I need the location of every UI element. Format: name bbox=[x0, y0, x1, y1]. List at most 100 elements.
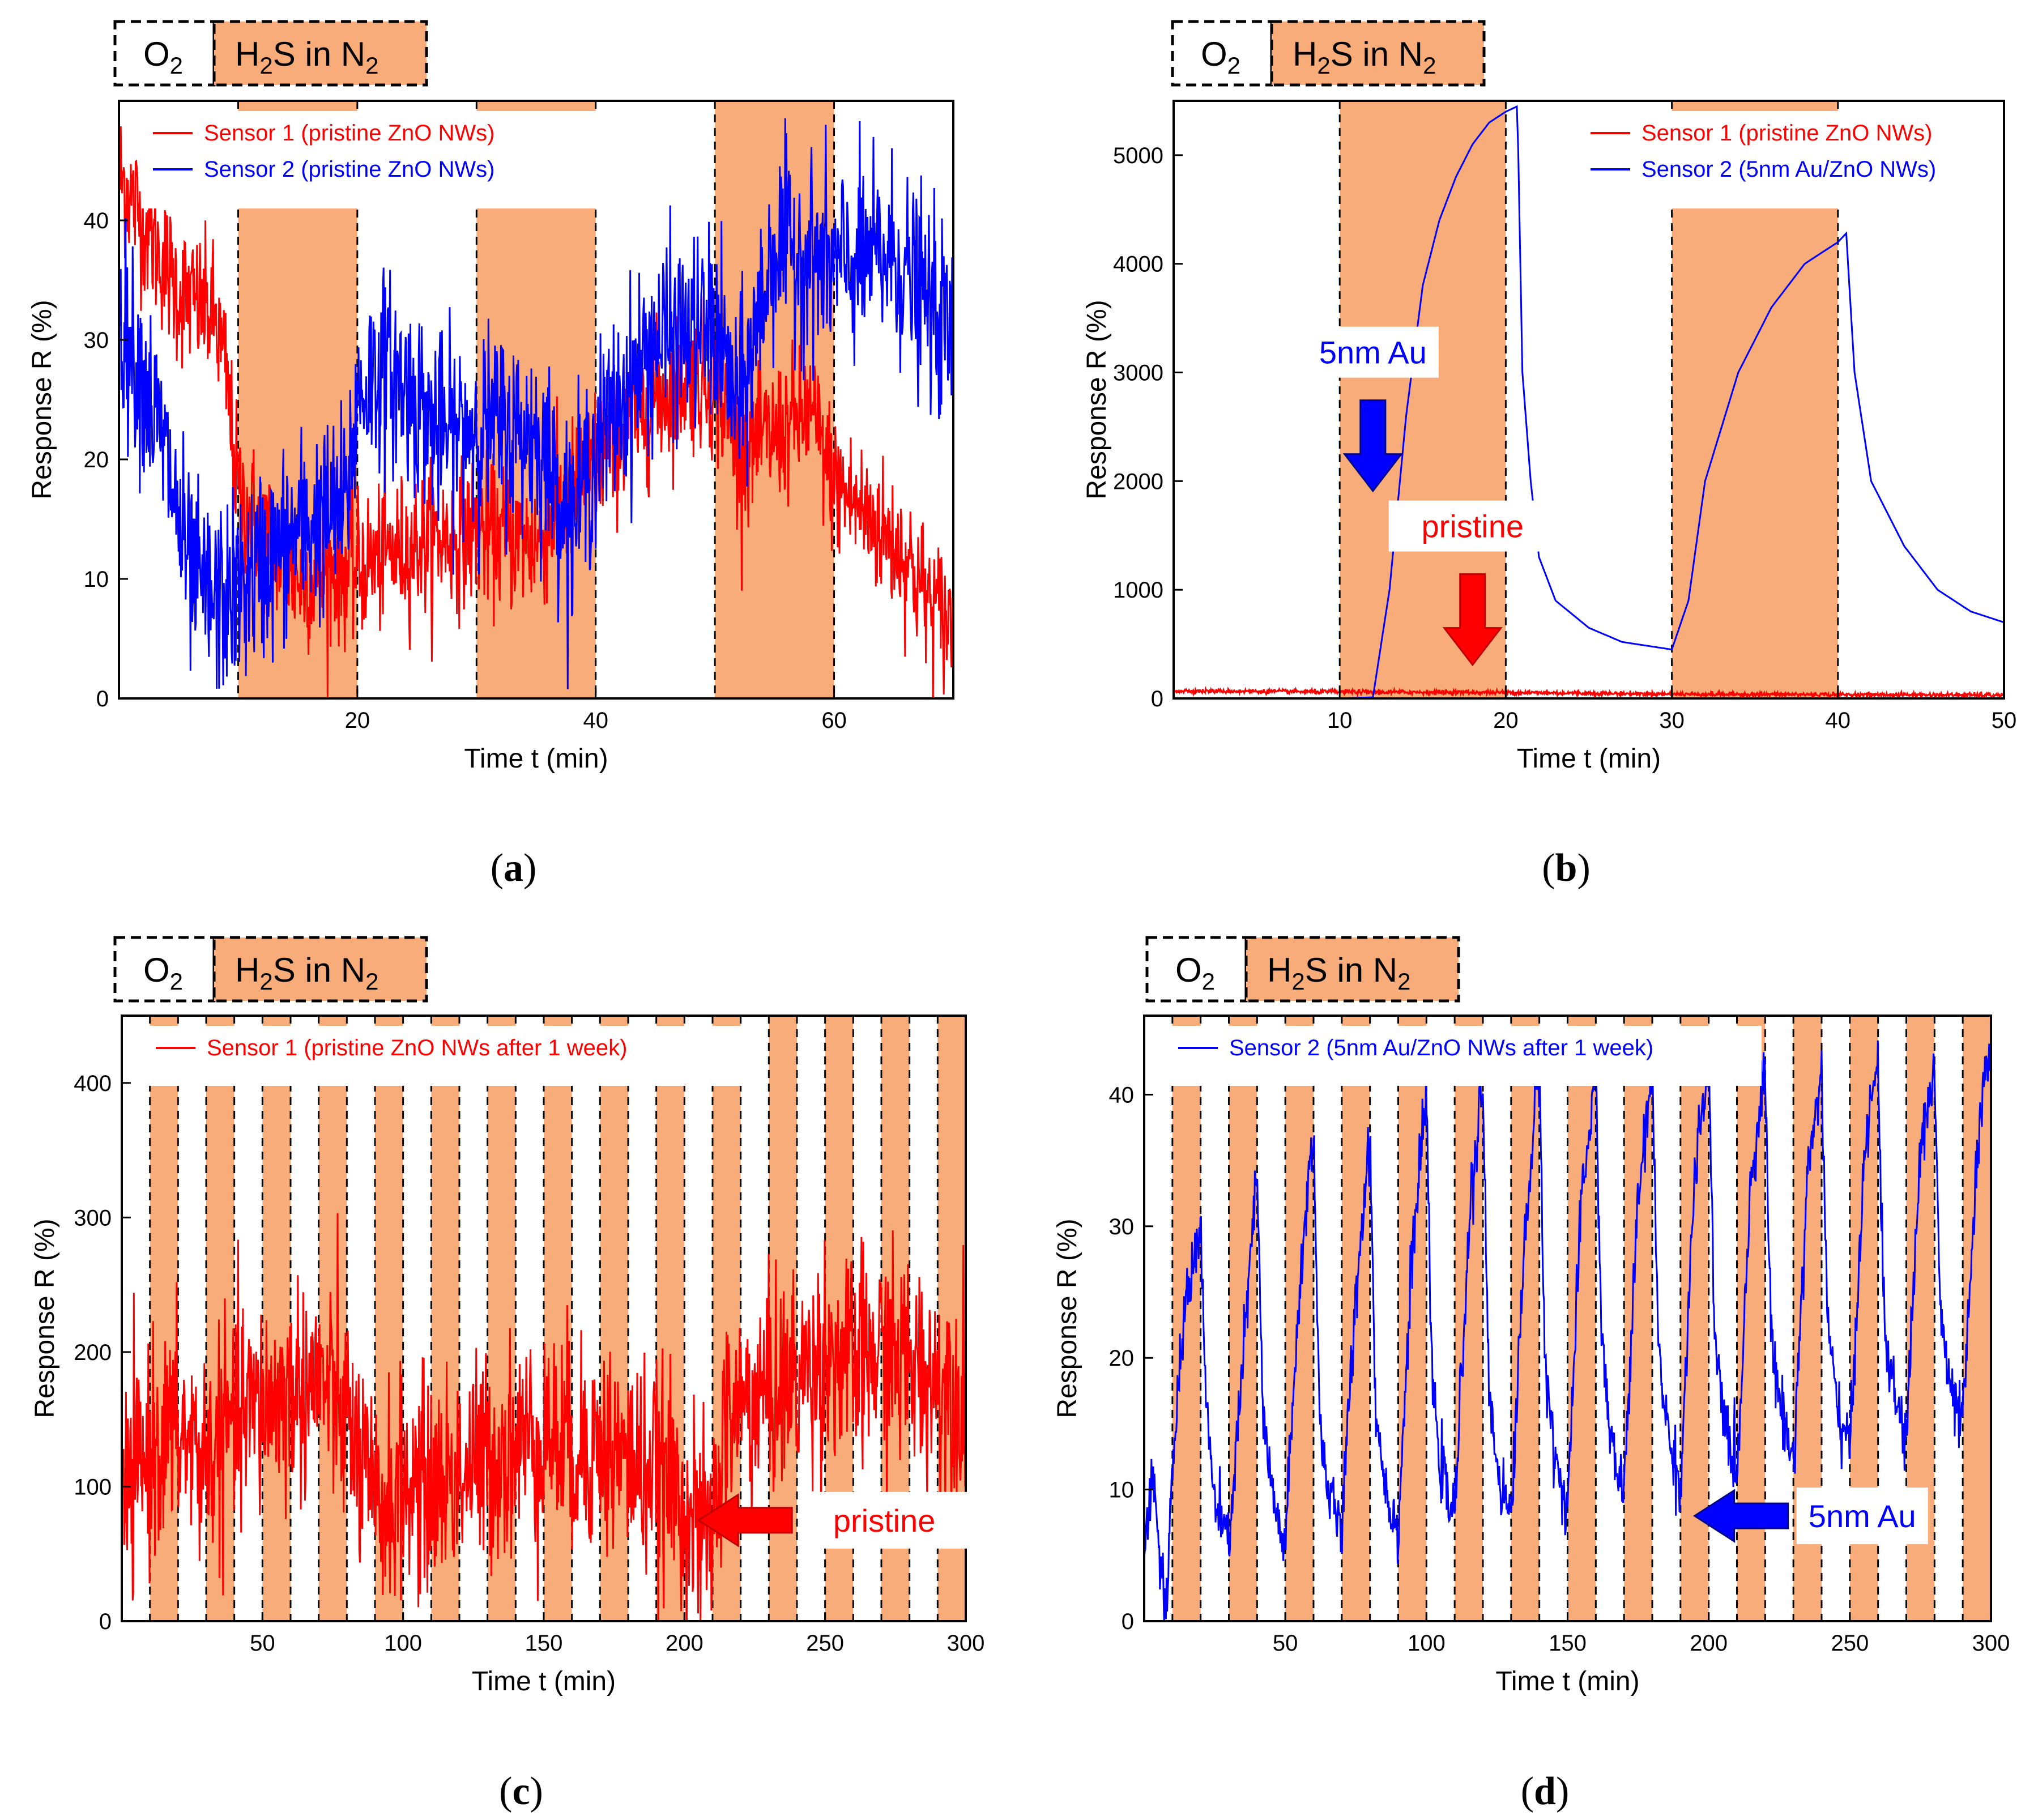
y-axis-label: Response R (%) bbox=[1082, 300, 1112, 499]
x-tick-label: 300 bbox=[1972, 1631, 2010, 1656]
h2s-key-label: H2S in N2 bbox=[1267, 951, 1410, 995]
y-tick-label: 40 bbox=[1109, 1082, 1135, 1107]
annotation-label-box bbox=[1388, 500, 1557, 552]
o2-key-box bbox=[113, 20, 216, 87]
y-tick-label: 1000 bbox=[1113, 578, 1163, 603]
x-tick-label: 10 bbox=[1327, 708, 1353, 733]
legend-entry: Sensor 1 (pristine ZnO NWs after 1 week) bbox=[207, 1035, 627, 1060]
x-tick-label: 100 bbox=[384, 1631, 422, 1656]
h2s-key-subscript: 2 bbox=[259, 968, 272, 995]
annotation-label: 5nm Au bbox=[1809, 1498, 1916, 1534]
y-tick-label: 30 bbox=[1109, 1214, 1135, 1239]
x-tick-label: 150 bbox=[1549, 1631, 1587, 1656]
h2s-key-box bbox=[1244, 936, 1460, 1003]
x-tick-label: 50 bbox=[1992, 708, 2017, 733]
o2-key-subscript: 2 bbox=[1227, 52, 1240, 79]
plot-frame bbox=[1172, 100, 2005, 700]
y-tick-label: 30 bbox=[84, 328, 109, 353]
series-group bbox=[119, 118, 953, 698]
y-axis-label: Response R (%) bbox=[1052, 1218, 1082, 1418]
x-tick-label: 60 bbox=[821, 708, 847, 733]
y-tick-label: 40 bbox=[84, 208, 109, 233]
x-tick-label: 20 bbox=[1493, 708, 1519, 733]
series-line bbox=[1144, 1032, 1991, 1621]
h2s-key-part: H bbox=[1293, 35, 1317, 73]
caption-letter: b bbox=[1555, 846, 1577, 890]
h2s-key-label: H2S in N2 bbox=[1293, 35, 1436, 79]
y-tick-label: 4000 bbox=[1113, 252, 1163, 277]
x-tick-label: 40 bbox=[583, 708, 608, 733]
panel-caption: (c) bbox=[499, 1770, 543, 1813]
y-tick-label: 3000 bbox=[1113, 361, 1163, 386]
y-tick-label: 5000 bbox=[1113, 143, 1163, 168]
legend-box bbox=[142, 111, 629, 208]
legend-entry: Sensor 2 (pristine ZnO NWs) bbox=[204, 157, 494, 182]
y-tick-label: 20 bbox=[84, 447, 109, 472]
h2s-key-subscript: 2 bbox=[1291, 968, 1304, 995]
annotation-arrow bbox=[697, 1493, 793, 1548]
panel-b: 10 20 30 40 50 0 1000 2000 3000 4000 5000 Time t (m… bbox=[1082, 20, 2017, 890]
annotation-label: pristine bbox=[1421, 509, 1524, 544]
series-line bbox=[119, 118, 953, 689]
x-tick-label: 40 bbox=[1826, 708, 1851, 733]
x-axis-label: Time t (min) bbox=[1517, 744, 1661, 774]
h2s-key-subscript: 2 bbox=[259, 52, 272, 79]
y-tick-label: 0 bbox=[1151, 687, 1163, 711]
panel-d: 50 100 150 200 250 300 0 10 20 30 40 Time t (min) Re… bbox=[1052, 936, 2010, 1813]
y-tick-label: 0 bbox=[1122, 1609, 1134, 1634]
o2-key-base: O bbox=[143, 35, 170, 73]
caption-paren: ( bbox=[491, 846, 504, 890]
legend-entry: Sensor 2 (5nm Au/ZnO NWs after 1 week) bbox=[1229, 1035, 1653, 1060]
h2s-key-part: S in N bbox=[273, 35, 365, 73]
o2-key-label: O2 bbox=[1201, 35, 1240, 79]
annotation-label: 5nm Au bbox=[1319, 335, 1427, 370]
h2s-key-part: S in N bbox=[1305, 951, 1397, 989]
legend-box bbox=[1167, 1026, 1762, 1086]
x-tick-label: 200 bbox=[666, 1631, 703, 1656]
x-axis-label: Time t (min) bbox=[464, 744, 608, 774]
x-tick-label: 250 bbox=[806, 1631, 844, 1656]
x-tick-label: 50 bbox=[250, 1631, 275, 1656]
y-tick-label: 100 bbox=[74, 1474, 112, 1499]
y-axis-label: Response R (%) bbox=[30, 1218, 60, 1418]
caption-letter: c bbox=[512, 1770, 530, 1813]
o2-key-label: O2 bbox=[143, 951, 183, 995]
exposure-band bbox=[1341, 1016, 1370, 1621]
annotation-label: pristine bbox=[833, 1503, 936, 1538]
h2s-key-subscript: 2 bbox=[1397, 968, 1410, 995]
legend-entry: Sensor 1 (pristine ZnO NWs) bbox=[1641, 121, 1932, 146]
x-tick-label: 300 bbox=[947, 1631, 985, 1656]
h2s-key-subscript: 2 bbox=[1317, 52, 1330, 79]
annotation-arrow bbox=[1342, 399, 1403, 493]
h2s-key-label: H2S in N2 bbox=[235, 35, 378, 79]
h2s-key-part: S in N bbox=[273, 951, 365, 989]
panel-caption: (d) bbox=[1521, 1770, 1570, 1813]
panel-caption: (b) bbox=[1542, 846, 1591, 890]
h2s-key-box bbox=[212, 20, 428, 87]
o2-key-base: O bbox=[143, 951, 170, 989]
caption-paren: ( bbox=[1542, 846, 1555, 890]
exposure-band bbox=[318, 1016, 347, 1621]
caption-letter: d bbox=[1534, 1770, 1556, 1813]
x-tick-label: 200 bbox=[1690, 1631, 1728, 1656]
x-tick-label: 150 bbox=[525, 1631, 563, 1656]
h2s-key-box bbox=[1270, 20, 1486, 87]
caption-paren: ) bbox=[523, 846, 536, 890]
y-tick-label: 10 bbox=[1109, 1478, 1135, 1503]
legend-entry: Sensor 1 (pristine ZnO NWs) bbox=[204, 121, 494, 146]
h2s-key-subscript: 2 bbox=[365, 968, 378, 995]
legend-entry: Sensor 2 (5nm Au/ZnO NWs) bbox=[1641, 157, 1936, 182]
plot-frame bbox=[118, 100, 954, 700]
o2-key-base: O bbox=[1201, 35, 1227, 73]
x-tick-label: 50 bbox=[1273, 1631, 1298, 1656]
y-tick-label: 200 bbox=[74, 1340, 112, 1365]
y-axis-label: Response R (%) bbox=[27, 300, 57, 499]
panel-a: 20 40 60 0 10 20 30 40 Time t (min) Response R (%… bbox=[27, 20, 954, 890]
o2-key-box bbox=[1145, 936, 1248, 1003]
annotation-label-box bbox=[800, 1491, 969, 1549]
h2s-key-part: H bbox=[1267, 951, 1291, 989]
series-group bbox=[122, 1213, 966, 1621]
annotation-label-box bbox=[1796, 1487, 1928, 1545]
h2s-key-subscript: 2 bbox=[365, 52, 378, 79]
